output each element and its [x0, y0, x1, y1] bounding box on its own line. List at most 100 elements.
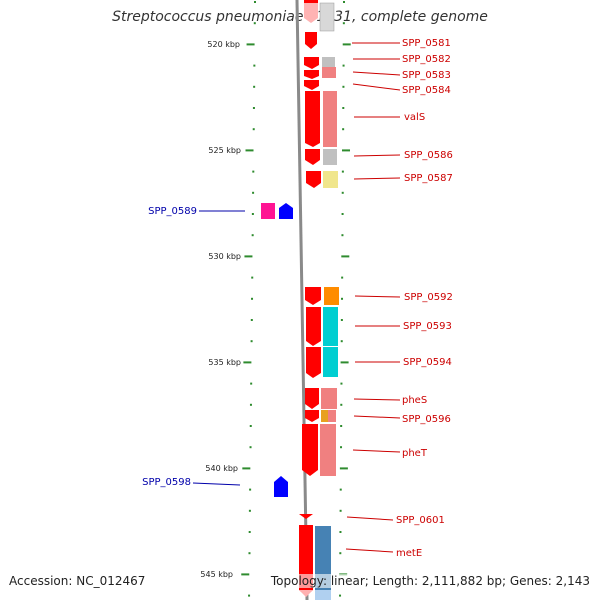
gene-arrow-SPP_0592[interactable]: [305, 287, 321, 305]
gene-arrow-SPP_0601[interactable]: [299, 514, 313, 519]
scale-tick-major: [244, 255, 253, 258]
scale-tick-major: [342, 149, 351, 152]
scale-tick-minor: [252, 107, 255, 109]
annotation-box-SPP_0592: [324, 287, 339, 305]
gene-label-SPP_0581[interactable]: SPP_0581: [402, 38, 451, 49]
scale-label-525: 525 kbp: [208, 146, 241, 155]
gene-label-SPP_0582[interactable]: SPP_0582: [402, 54, 451, 65]
gene-arrow-metE-tail: [299, 590, 313, 597]
gene-arrow-pheS[interactable]: [305, 388, 319, 409]
gene-arrow-SPP_0583[interactable]: [304, 70, 319, 79]
gene-label-SPP_0592[interactable]: SPP_0592: [404, 292, 453, 303]
scale-tick-minor: [341, 191, 344, 194]
connector-SPP_0592: [354, 295, 401, 298]
scale-tick-major: [341, 255, 350, 258]
scale-tick-major: [246, 43, 255, 46]
annotation-box-SPP_0582: [322, 57, 335, 67]
gene-arrow-SPP_0587[interactable]: [306, 171, 321, 188]
scale-tick-minor: [248, 509, 251, 512]
connector-SPP_0596: [353, 415, 401, 419]
gene-arrow-valS[interactable]: [305, 91, 320, 147]
scale-tick-minor: [248, 552, 251, 555]
connector-SPP_0601: [346, 516, 394, 521]
scale-tick-minor: [248, 594, 251, 597]
scale-tick-minor: [249, 425, 252, 427]
accession-text: Accession: NC_012467: [9, 574, 146, 588]
scale-tick-minor: [340, 403, 343, 406]
gene-arrow-SPP_0584[interactable]: [304, 80, 319, 90]
gene-label-SPP_0583[interactable]: SPP_0583: [402, 70, 451, 81]
scale-tick-minor: [341, 234, 344, 237]
gene-arrow-SPP_0594[interactable]: [306, 347, 321, 378]
gene-label-SPP_0593[interactable]: SPP_0593: [403, 321, 452, 332]
gene-label-SPP_0594[interactable]: SPP_0594: [403, 357, 452, 368]
annotation-box-SPP_0586: [323, 149, 337, 165]
scale-tick-minor: [339, 488, 342, 491]
gene-arrow-SPP_0596[interactable]: [305, 410, 319, 422]
gene-arrow-pheT[interactable]: [302, 424, 318, 476]
scale-tick-major: [242, 467, 251, 470]
gene-label-valS[interactable]: valS: [404, 112, 425, 123]
scale-label-520: 520 kbp: [207, 40, 240, 49]
scale-tick-minor: [252, 128, 255, 131]
gene-label-pheT[interactable]: pheT: [402, 448, 428, 459]
gene-label-pheS[interactable]: pheS: [402, 395, 427, 406]
gene-label-SPP_0598[interactable]: SPP_0598: [142, 477, 191, 488]
scale-tick-minor: [251, 234, 254, 237]
scale-tick-minor: [342, 128, 345, 131]
scale-tick-minor: [253, 1, 256, 3]
scale-tick-minor: [342, 85, 345, 88]
gene-arrow-SPP_0598[interactable]: [274, 476, 288, 497]
scale-tick-major: [339, 467, 348, 470]
label-connectors-left: [192, 210, 245, 486]
scale-tick-minor: [253, 64, 256, 67]
annotation-box-pheT: [320, 424, 336, 476]
connector-SPP_0586: [353, 154, 401, 157]
annotation-boxes: [315, 2, 339, 600]
gene-label-SPP_0584[interactable]: SPP_0584: [402, 85, 451, 96]
scale-tick-minor: [253, 22, 256, 25]
gene-arrow-SPP_0589[interactable]: [279, 203, 293, 219]
scale-tick-minor: [340, 425, 343, 427]
scale-tick-minor: [342, 107, 345, 109]
reverse-genes: [261, 203, 293, 497]
scale-tick-minor: [250, 319, 253, 321]
gene-label-SPP_0587[interactable]: SPP_0587: [404, 173, 453, 184]
scale-tick-minor: [251, 297, 254, 300]
annotation-box-metE-tail: [315, 590, 331, 600]
scale-tick-minor: [251, 276, 254, 279]
scale-tick-minor: [341, 170, 344, 173]
scale-tick-minor: [249, 446, 252, 449]
annotation-box-pheS: [321, 388, 337, 409]
gene-arrow-SPP_0582[interactable]: [304, 57, 319, 69]
connector-SPP_0583: [352, 71, 401, 76]
connector-pheS: [353, 398, 401, 401]
connector-SPP_0587: [353, 177, 401, 180]
connector-metE: [345, 548, 394, 553]
scale-tick-minor: [340, 382, 343, 385]
gene-arrow-SPP_0581[interactable]: [305, 32, 317, 49]
gene-label-SPP_0589[interactable]: SPP_0589: [148, 206, 197, 217]
gene-arrow-top-pale: [304, 3, 318, 23]
annotation-box-top: [319, 2, 335, 32]
scale-label-535: 535 kbp: [208, 358, 241, 367]
scale-tick-minor: [339, 594, 342, 597]
gene-label-SPP_0586[interactable]: SPP_0586: [404, 150, 453, 161]
scale-label-540: 540 kbp: [205, 464, 238, 473]
topology-text: Topology: linear; Length: 2,111,882 bp; …: [270, 574, 590, 588]
scale-tick-minor: [253, 85, 256, 88]
gene-label-SPP_0601[interactable]: SPP_0601: [396, 515, 445, 526]
scale-tick-minor: [341, 297, 344, 300]
scale-tick-minor: [340, 319, 343, 321]
gene-label-metE[interactable]: metE: [396, 548, 422, 559]
connector-SPP_0584: [352, 83, 401, 91]
scale-tick-minor: [340, 340, 343, 343]
gene-arrow-SPP_0586[interactable]: [305, 149, 320, 165]
scale-tick-minor: [250, 382, 253, 385]
scale-tick-minor: [339, 552, 342, 555]
gene-arrow-SPP_0593[interactable]: [306, 307, 321, 346]
gene-label-SPP_0596[interactable]: SPP_0596: [402, 414, 451, 425]
annotation-box-SPP_0596b: [328, 410, 336, 422]
scale-label-530: 530 kbp: [208, 252, 241, 261]
